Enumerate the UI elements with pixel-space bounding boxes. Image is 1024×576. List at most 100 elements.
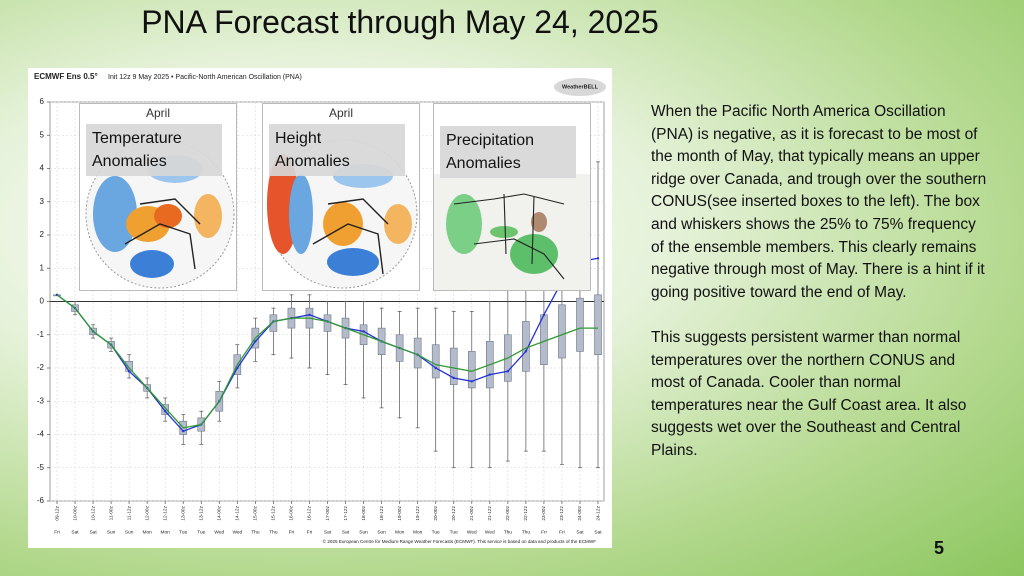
x-tick-label: 20-12z: [451, 505, 457, 520]
weekday-label: Fri: [559, 529, 565, 535]
wet-anomaly: [510, 234, 558, 274]
weekday-label: Tue: [432, 529, 440, 535]
weekday-label: Fri: [54, 529, 60, 535]
chart-subtitle: Init 12z 9 May 2025 • Pacific-North Amer…: [108, 74, 302, 81]
series-point: [470, 380, 473, 383]
x-tick-label: 17-00z: [325, 505, 331, 520]
x-tick-label: 20-00z: [433, 505, 439, 520]
x-tick-label: 15-00z: [253, 505, 259, 520]
weekday-label: Thu: [504, 529, 513, 535]
coastlines: [312, 198, 389, 275]
x-tick-label: 11-12z: [126, 505, 132, 520]
weekday-label: Tue: [179, 529, 187, 535]
series-line: [56, 294, 598, 429]
warm-anomaly: [154, 204, 182, 228]
box: [161, 404, 169, 415]
weekday-label: Fri: [307, 529, 313, 535]
inset-month: April: [328, 106, 353, 120]
x-tick-label: 09-12z: [54, 505, 60, 520]
x-tick-label: 12-00z: [144, 505, 150, 520]
x-tick-label: 11-00z: [108, 505, 114, 520]
y-tick-label: 3: [40, 197, 45, 206]
x-tick-label: 22-00z: [505, 505, 511, 520]
series-point: [362, 330, 365, 333]
weekday-label: Sat: [594, 529, 602, 535]
weekday-label: Sun: [125, 529, 134, 535]
series-point: [524, 350, 528, 353]
x-tick-label: 24-00z: [577, 505, 583, 520]
logo-badge: [554, 78, 606, 96]
weekday-label: Mon: [395, 529, 405, 535]
x-tick-label: 23-12z: [559, 505, 565, 520]
negative-height: [289, 174, 313, 254]
weekday-label: Fri: [289, 529, 295, 535]
x-tick-label: 10-00z: [72, 505, 78, 520]
series-point: [434, 366, 437, 370]
series-point: [308, 313, 311, 316]
box: [558, 304, 566, 359]
positive-height: [384, 204, 412, 244]
y-tick-label: -5: [37, 463, 45, 472]
x-tick-label: 15-12z: [271, 505, 277, 520]
inset-label: Height Anomalies: [269, 124, 405, 176]
series-point: [596, 257, 600, 260]
x-tick-label: 21-00z: [469, 505, 475, 520]
series-point: [127, 370, 131, 373]
y-tick-label: 6: [40, 97, 45, 106]
weekday-label: Thu: [251, 529, 260, 535]
page-number: 5: [934, 538, 945, 558]
weekday-label: Mon: [413, 529, 423, 535]
notes: When the Pacific North America Oscillati…: [651, 101, 987, 485]
x-tick-label: 16-12z: [307, 505, 313, 520]
y-tick-label: 5: [40, 130, 45, 139]
wet-anomaly: [446, 194, 482, 254]
dry-anomaly: [531, 212, 547, 232]
wet-anomaly: [490, 226, 518, 238]
weekday-label: Sat: [342, 529, 350, 535]
coastlines: [124, 198, 201, 270]
slide-title: PNA Forecast through May 24, 2025: [141, 4, 659, 40]
weekday-label: Sat: [71, 529, 79, 535]
weekday-label: Tue: [197, 529, 205, 535]
series-point: [236, 366, 239, 370]
x-tick-label: 21-12z: [487, 505, 493, 520]
y-tick-label: -2: [37, 363, 45, 372]
series-point: [488, 373, 491, 376]
temperature-inset: April Temperature Anomalies: [79, 103, 237, 291]
precipitation-inset: Precipitation Anomalies: [433, 103, 591, 291]
y-tick-label: 1: [40, 263, 45, 272]
box: [413, 337, 422, 369]
y-tick-label: -4: [37, 430, 45, 439]
cold-anomaly: [93, 176, 137, 252]
weekday-label: Sat: [89, 529, 97, 535]
x-tick-label: 14-12z: [235, 505, 241, 520]
weekday-label: Sun: [107, 529, 116, 535]
weekday-label: Mon: [161, 529, 171, 535]
x-tick-label: 19-12z: [415, 505, 421, 520]
positive-height: [323, 202, 363, 246]
x-tick-label: 10-12z: [90, 505, 96, 520]
box: [540, 314, 548, 365]
x-tick-label: 19-00z: [397, 505, 403, 520]
x-tick-label: 18-12z: [379, 505, 385, 520]
negative-height: [327, 248, 379, 276]
chart-footer: © 2025 European Centre for Medium-Range …: [323, 538, 597, 544]
height-map: [267, 139, 418, 289]
inset-month: April: [145, 106, 170, 120]
x-tick-label: 22-12z: [523, 505, 529, 520]
x-tick-label: 14-00z: [217, 505, 223, 520]
weekday-label: Sun: [377, 529, 386, 535]
series-point: [182, 429, 185, 433]
box: [576, 297, 584, 352]
series-point: [542, 313, 546, 316]
box: [594, 294, 602, 356]
logo: WeatherBELL: [562, 84, 599, 90]
weekday-label: Fri: [541, 529, 547, 535]
weekday-label: Tue: [450, 529, 458, 535]
box: [269, 314, 278, 332]
box: [431, 344, 440, 379]
y-tick-label: -1: [37, 330, 45, 339]
weekday-label: Thu: [522, 529, 531, 535]
x-tick-label: 13-12z: [199, 505, 205, 520]
